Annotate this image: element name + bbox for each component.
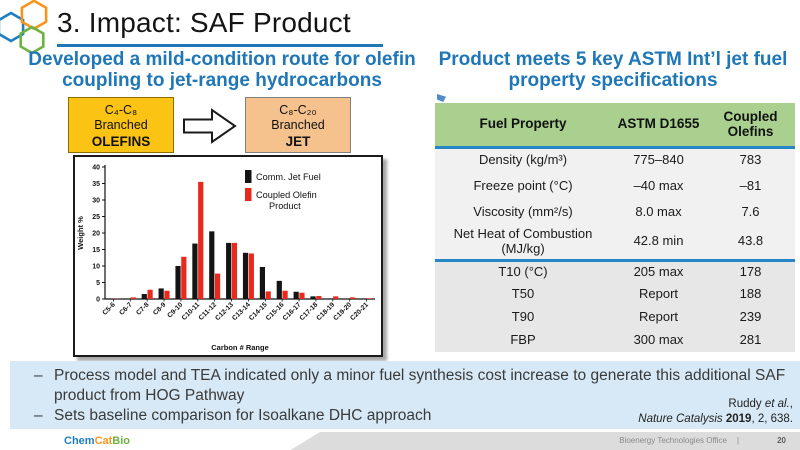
cell-astm: 775–840 [611,147,706,173]
hexagon-green-icon [19,25,45,55]
footer: ChemCatBio Bioenergy Technologies Office… [0,432,800,450]
title-underline [57,44,383,47]
bullet-dash: – [34,367,43,384]
svg-text:25: 25 [92,214,100,221]
svg-text:C5-6: C5-6 [101,301,117,317]
table-row: FBP 300 max 281 [435,329,795,353]
cell-property: T10 (°C) [435,258,611,284]
svg-text:30: 30 [92,197,100,204]
table-row: T50 Report 188 [435,283,795,307]
svg-text:C6-7: C6-7 [118,301,134,317]
cell-coupled: –81 [706,173,795,199]
cell-property: Freeze point (°C) [435,173,611,199]
bullet-text: Process model and TEA indicated only a m… [54,367,786,404]
footer-separator: | [737,436,740,445]
table-row: Density (kg/m³) 775–840 783 [435,147,795,173]
jet-box-range: C₈-C₂₀ [279,103,317,117]
cell-astm: 300 max [611,329,706,353]
svg-text:Comm. Jet Fuel: Comm. Jet Fuel [256,172,321,182]
header-coupled-olefins: Coupled Olefins [706,103,795,149]
cell-property: Viscosity (mm²/s) [435,199,611,225]
arrow-right-icon [183,108,237,144]
citation-line-1: Ruddy et al., [728,398,793,411]
cell-astm: 42.8 min [611,225,706,261]
citation-line-2: Nature Catalysis 2019, 2, 638. [638,413,793,426]
cell-coupled: 43.8 [706,225,795,261]
chemcatbio-logo: ChemCatBio [64,435,131,447]
svg-text:5: 5 [96,280,100,287]
svg-text:0: 0 [96,296,100,303]
table-row: T10 (°C) 205 max 178 [435,258,795,284]
cell-property: Net Heat of Combustion (MJ/kg) [435,225,611,261]
cell-coupled: 7.6 [706,199,795,225]
cell-property: T50 [435,283,611,307]
cell-astm: –40 max [611,173,706,199]
svg-text:15: 15 [92,247,100,254]
footer-org: Bioenergy Technologies Office [619,436,728,445]
svg-text:C20-21: C20-21 [349,301,370,322]
slide-title: 3. Impact: SAF Product [57,7,351,38]
svg-text:Weight %: Weight % [76,216,85,250]
svg-text:Product: Product [269,201,301,211]
table-row: Viscosity (mm²/s) 8.0 max 7.6 [435,199,795,225]
table-row: Net Heat of Combustion (MJ/kg) 42.8 min 43… [435,225,795,261]
cell-astm: 8.0 max [611,199,706,225]
svg-text:10: 10 [92,263,100,270]
citation: Ruddy et al., Nature Catalysis 2019, 2, … [638,397,793,427]
hexagon-orange-icon [20,0,48,31]
jet-box-label: JET [285,133,311,149]
fuel-property-table: Fuel Property ASTM D1655 Coupled Olefins… [435,103,795,353]
cell-property: Density (kg/m³) [435,147,611,173]
footer-chevron [0,432,321,450]
bullet-item: – Process model and TEA indicated only a… [34,366,794,406]
cell-coupled: 178 [706,258,795,284]
chemcatbio-hexagons-icon [0,0,48,55]
bullet-list: – Process model and TEA indicated only a… [34,366,794,425]
comment-marker-icon [437,94,446,102]
bullet-dash: – [34,406,43,424]
olefins-box: C₄-C₈ Branched OLEFINS [68,97,174,153]
header-fuel-property: Fuel Property [435,103,611,149]
table-row: Freeze point (°C) –40 max –81 [435,173,795,199]
svg-text:Coupled Olefin: Coupled Olefin [256,190,317,200]
cell-coupled: 188 [706,283,795,307]
jet-box-branched: Branched [271,118,325,133]
page-number: 20 [777,436,786,445]
svg-text:20: 20 [92,230,100,237]
cell-astm: Report [611,283,706,307]
jet-box: C₈-C₂₀ Branched JET [245,97,351,153]
olefins-box-range: C₄-C₈ [104,103,138,117]
svg-text:C7-8: C7-8 [135,301,151,317]
left-heading: Developed a mild-condition route for ole… [28,49,416,92]
cell-astm: 205 max [611,258,706,284]
svg-text:Carbon # Range: Carbon # Range [211,343,269,352]
cell-coupled: 783 [706,147,795,173]
bullet-item: – Sets baseline comparison for Isoalkane… [34,406,794,426]
svg-text:35: 35 [92,181,100,188]
cell-coupled: 281 [706,329,795,353]
chart-panel: 0 5 10 15 20 25 30 35 40 Weight % C5-6 C6-7 C7-8 C8-9… [73,155,383,357]
table-row: T90 Report 239 [435,306,795,330]
cell-astm: Report [611,306,706,330]
olefins-box-branched: Branched [94,118,148,133]
table-header-row: Fuel Property ASTM D1655 Coupled Olefins [435,103,795,149]
cell-property: T90 [435,306,611,330]
olefins-box-label: OLEFINS [91,133,151,149]
right-heading: Product meets 5 key ASTM Int’l jet fuel … [438,49,788,92]
bottom-panel: – Process model and TEA indicated only a… [10,361,800,429]
svg-text:40: 40 [92,164,100,171]
bullet-text: Sets baseline comparison for Isoalkane D… [54,406,432,424]
cell-property: FBP [435,329,611,353]
cell-coupled: 239 [706,306,795,330]
header-astm-d1655: ASTM D1655 [611,103,706,149]
footer-right: Bioenergy Technologies Office | 20 [619,436,786,445]
